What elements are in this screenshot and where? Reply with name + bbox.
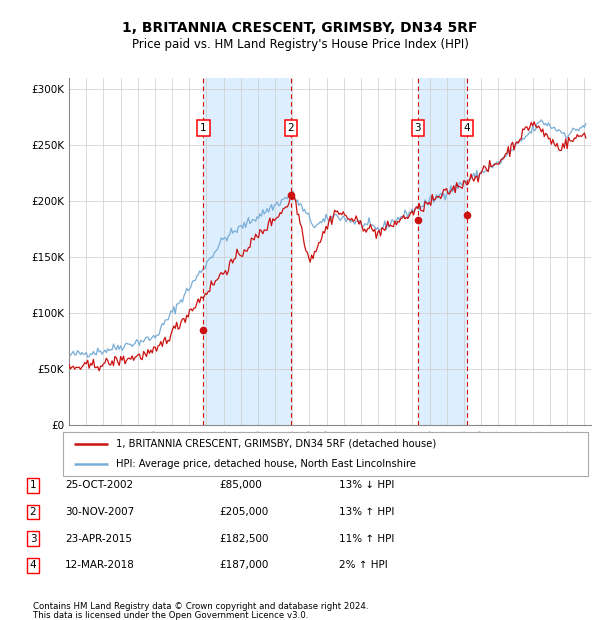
Text: 12-MAR-2018: 12-MAR-2018 <box>65 560 134 570</box>
Text: 2% ↑ HPI: 2% ↑ HPI <box>339 560 388 570</box>
Text: 3: 3 <box>29 534 37 544</box>
Text: 13% ↑ HPI: 13% ↑ HPI <box>339 507 394 517</box>
Bar <box>203 78 291 425</box>
Text: 2: 2 <box>287 123 294 133</box>
Text: 1: 1 <box>29 480 37 490</box>
Text: 30-NOV-2007: 30-NOV-2007 <box>65 507 134 517</box>
Text: £85,000: £85,000 <box>219 480 262 490</box>
Text: 13% ↓ HPI: 13% ↓ HPI <box>339 480 394 490</box>
Text: 1, BRITANNIA CRESCENT, GRIMSBY, DN34 5RF: 1, BRITANNIA CRESCENT, GRIMSBY, DN34 5RF <box>122 21 478 35</box>
Text: This data is licensed under the Open Government Licence v3.0.: This data is licensed under the Open Gov… <box>33 611 308 619</box>
Text: 4: 4 <box>29 560 37 570</box>
Text: 1, BRITANNIA CRESCENT, GRIMSBY, DN34 5RF (detached house): 1, BRITANNIA CRESCENT, GRIMSBY, DN34 5RF… <box>115 438 436 449</box>
Text: 1: 1 <box>200 123 206 133</box>
Bar <box>418 78 467 425</box>
Text: Contains HM Land Registry data © Crown copyright and database right 2024.: Contains HM Land Registry data © Crown c… <box>33 602 368 611</box>
Text: Price paid vs. HM Land Registry's House Price Index (HPI): Price paid vs. HM Land Registry's House … <box>131 38 469 51</box>
FancyBboxPatch shape <box>63 432 588 476</box>
Text: 2: 2 <box>29 507 37 517</box>
Text: £205,000: £205,000 <box>219 507 268 517</box>
Text: £182,500: £182,500 <box>219 534 269 544</box>
Text: £187,000: £187,000 <box>219 560 268 570</box>
Text: 11% ↑ HPI: 11% ↑ HPI <box>339 534 394 544</box>
Text: 3: 3 <box>415 123 421 133</box>
Text: 23-APR-2015: 23-APR-2015 <box>65 534 132 544</box>
Text: HPI: Average price, detached house, North East Lincolnshire: HPI: Average price, detached house, Nort… <box>115 459 415 469</box>
Text: 4: 4 <box>464 123 470 133</box>
Text: 25-OCT-2002: 25-OCT-2002 <box>65 480 133 490</box>
